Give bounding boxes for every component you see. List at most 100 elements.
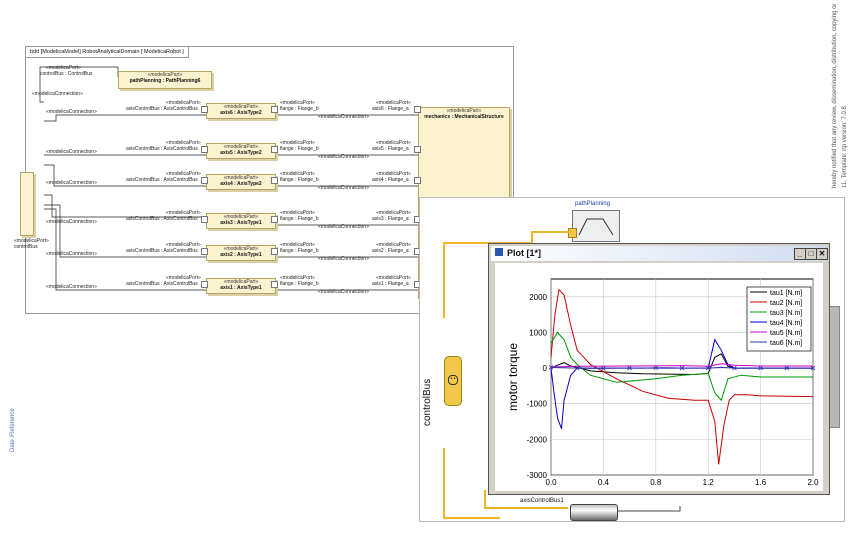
- flange-a-port[interactable]: [414, 177, 421, 184]
- flange-b-stereotype: «modelicaPort»: [280, 210, 315, 216]
- y-tick-label: 2000: [529, 293, 547, 302]
- flange-a-label: axis3 : Flange_a: [372, 216, 409, 222]
- control-bus-block[interactable]: [20, 172, 34, 236]
- series-marker-6: [653, 365, 659, 371]
- axis-port[interactable]: [201, 146, 208, 153]
- series-marker-6: [601, 366, 606, 371]
- y-tick-label: -2000: [527, 435, 548, 444]
- axis-block-stereotype: «modelicaPart»: [223, 144, 259, 150]
- left-port-stereotype: «modelicaPort»: [14, 238, 49, 244]
- flange-b-port[interactable]: [271, 248, 278, 255]
- axis-connection-label: «modelicaConnection»: [46, 219, 97, 225]
- axis-port[interactable]: [201, 177, 208, 184]
- axis-block[interactable]: «modelicaPart» axis2 : AxisType1: [206, 245, 276, 261]
- flange-connection-label: «modelicaConnection»: [318, 154, 369, 160]
- flange-a-stereotype: «modelicaPort»: [376, 140, 411, 146]
- pp-port-label: controlBus : ControlBus: [40, 71, 93, 77]
- plot-area[interactable]: 0.0 0.4 0.8 1.2 1.6 2.0 2000 1000 0 -1000 -2000 -30…: [495, 263, 823, 491]
- axis-port-label: axisControlBus : AxisControlBus: [126, 248, 198, 254]
- series-marker-6: [732, 365, 737, 371]
- axis-port-stereotype: «modelicaPort»: [166, 140, 201, 146]
- legend-label: tau3 [N.m]: [770, 310, 802, 317]
- flange-b-label: flange : Flange_b: [280, 248, 319, 254]
- flange-a-port[interactable]: [414, 146, 421, 153]
- series-marker-6: [574, 365, 580, 371]
- pp-connection-label: «modelicaConnection»: [32, 91, 83, 97]
- axis-block-stereotype: «modelicaPart»: [223, 246, 259, 252]
- control-bus-label: controlBus: [422, 378, 433, 426]
- torque-chart: 0.0 0.4 0.8 1.2 1.6 2.0 2000 1000 0 -1000 -2000 -30…: [506, 278, 819, 487]
- axis-block-name: axis3 : AxisType1: [220, 220, 262, 226]
- axis-port[interactable]: [201, 106, 208, 113]
- legend-label: tau6 [N.m]: [770, 340, 802, 347]
- left-port-label: controlBus: [14, 244, 38, 250]
- plot-titlebar[interactable]: Plot [1*] _ □ ✕: [491, 246, 828, 261]
- axis-port[interactable]: [201, 216, 208, 223]
- flange-b-stereotype: «modelicaPort»: [280, 140, 315, 146]
- axis-connection-label: «modelicaConnection»: [46, 109, 97, 115]
- close-button[interactable]: ✕: [816, 248, 828, 260]
- flange-b-port[interactable]: [271, 281, 278, 288]
- axis-connection-label: «modelicaConnection»: [46, 180, 97, 186]
- flange-a-port[interactable]: [414, 106, 421, 113]
- flange-connection-label: «modelicaConnection»: [318, 256, 369, 262]
- axis-block-name: axis6 : AxisType2: [220, 110, 262, 116]
- flange-b-stereotype: «modelicaPort»: [280, 275, 315, 281]
- side-notice-text: hereby notified that any review, dissemi…: [832, 3, 838, 188]
- flange-b-label: flange : Flange_b: [280, 216, 319, 222]
- series-line-3: [550, 331, 813, 402]
- axis-block[interactable]: «modelicaPart» axis1 : AxisType1: [206, 278, 276, 294]
- x-tick-label: 0.0: [545, 478, 557, 487]
- series-line-2: [550, 288, 814, 465]
- path-planning-block[interactable]: «modelicaPart» pathPlanning : PathPlanni…: [118, 71, 212, 89]
- axis-block[interactable]: «modelicaPart» axis4 : AxisType2: [206, 174, 276, 190]
- axis-port[interactable]: [201, 281, 208, 288]
- flange-b-port[interactable]: [271, 216, 278, 223]
- flange-connection-label: «modelicaConnection»: [318, 289, 369, 295]
- axis-block-name: axis1 : AxisType1: [220, 285, 262, 291]
- flange-a-label: axis5 : Flange_a: [372, 146, 409, 152]
- flange-b-port[interactable]: [271, 106, 278, 113]
- flange-b-stereotype: «modelicaPort»: [280, 242, 315, 248]
- axis-port-label: axisControlBus : AxisControlBus: [126, 146, 198, 152]
- x-tick-label: 0.8: [650, 478, 662, 487]
- y-tick-label: 0: [543, 364, 548, 373]
- flange-b-port[interactable]: [271, 146, 278, 153]
- maximize-button[interactable]: □: [805, 248, 817, 260]
- flange-a-stereotype: «modelicaPort»: [376, 210, 411, 216]
- axis-block-stereotype: «modelicaPart»: [223, 214, 259, 220]
- x-tick-label: 1.2: [703, 478, 715, 487]
- axis-connection-label: «modelicaConnection»: [46, 251, 97, 257]
- axis-block[interactable]: «modelicaPart» axis5 : AxisType2: [206, 143, 276, 159]
- axis-block[interactable]: «modelicaPart» axis3 : AxisType1: [206, 213, 276, 229]
- control-bus-connector[interactable]: • •: [444, 356, 462, 406]
- axis-port-stereotype: «modelicaPort»: [166, 100, 201, 106]
- series-marker-6: [627, 365, 632, 371]
- flange-b-port[interactable]: [271, 177, 278, 184]
- axis-port-label: axisControlBus : AxisControlBus: [126, 177, 198, 183]
- axis-cylinder-icon[interactable]: [570, 504, 618, 521]
- series-marker-6: [548, 365, 554, 370]
- axis-block-name: axis5 : AxisType2: [220, 150, 262, 156]
- axis-block[interactable]: «modelicaPart» axis6 : AxisType2: [206, 103, 276, 119]
- pp-port-stereotype: «modelicaPort»: [46, 65, 81, 71]
- flange-a-stereotype: «modelicaPort»: [376, 100, 411, 106]
- y-axis-label: motor torque: [506, 343, 520, 411]
- axis-port[interactable]: [201, 248, 208, 255]
- flange-a-label: axis2 : Flange_a: [372, 248, 409, 254]
- flange-a-label: axis6 : Flange_a: [372, 106, 409, 112]
- y-tick-label: -3000: [527, 471, 548, 480]
- plot-window[interactable]: Plot [1*] _ □ ✕ 0.0 0.4 0.8 1.2 1.6 2.0 2000 10…: [488, 243, 830, 495]
- axis-block-name: axis4 : AxisType2: [220, 181, 262, 187]
- series-marker-6: [784, 365, 790, 371]
- series-line-1: [550, 353, 813, 376]
- legend-label: tau1 [N.m]: [770, 290, 802, 297]
- axis-port-stereotype: «modelicaPort»: [166, 210, 201, 216]
- flange-connection-label: «modelicaConnection»: [318, 224, 369, 230]
- series-marker-6: [758, 365, 763, 371]
- side-date-text: Date /Reference: [10, 408, 16, 452]
- path-planning-icon[interactable]: [572, 210, 620, 242]
- flange-a-stereotype: «modelicaPort»: [376, 242, 411, 248]
- flange-connection-label: «modelicaConnection»: [318, 185, 369, 191]
- series-marker-6: [810, 365, 816, 371]
